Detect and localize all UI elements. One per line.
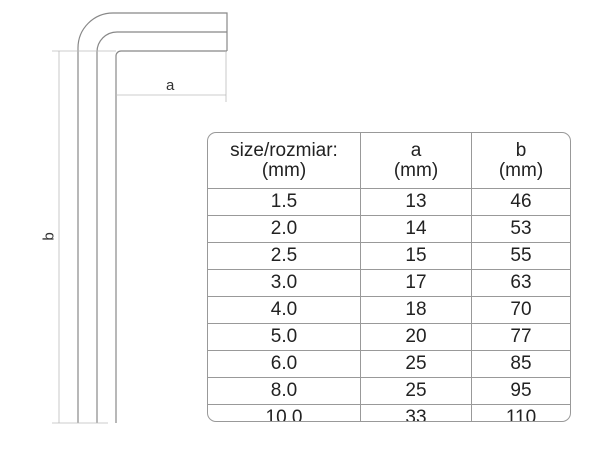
table-row: 2.5 15 55 [208,242,570,270]
cell-a: 20 [360,323,472,351]
cell-size: 2.5 [208,242,361,270]
table-row: 2.0 14 53 [208,215,570,243]
header-size: size/rozmiar: (mm) [208,133,361,189]
cell-size: 1.5 [208,188,361,216]
cell-b: 70 [471,296,570,324]
dimension-label-b: b [40,232,58,241]
cell-b: 110 [471,404,570,421]
cell-a: 15 [360,242,472,270]
cell-size: 5.0 [208,323,361,351]
cell-b: 46 [510,191,532,212]
cell-a: 33 [360,404,472,421]
cell-b: 85 [471,350,570,378]
cell-size: 4.0 [208,296,361,324]
cell-b: 77 [471,323,570,351]
size-table: size/rozmiar: (mm) a (mm) b (mm) 1.5 13 46 2.0… [207,132,571,422]
table-row: 6.0 25 85 [208,350,570,378]
header-b: b (mm) [471,133,570,189]
table-row: 8.0 25 95 [208,377,570,405]
cell-a: 17 [360,269,472,297]
cell-a: 18 [360,296,472,324]
cell-size: 10.0 [208,404,361,421]
cell-size: 2.0 [208,215,361,243]
cell-size: 8.0 [208,377,361,405]
table-row: 4.0 18 70 [208,296,570,324]
key-inner-edge [115,50,227,423]
table-row: 10.0 33 110 [208,404,570,421]
key-outer-edge [77,12,228,423]
cell-size: 6.0 [208,350,361,378]
table-header-row: size/rozmiar: (mm) a (mm) b (mm) [208,133,570,189]
cell-b: 55 [471,242,570,270]
cell-a: 14 [360,215,472,243]
cell-a: 25 [360,350,472,378]
header-a: a (mm) [360,133,472,189]
table-row: 3.0 17 63 [208,269,570,297]
cell-b: 53 [471,215,570,243]
table-row: 5.0 20 77 [208,323,570,351]
cell-b: 95 [471,377,570,405]
cell-a: 13 [360,188,472,216]
cell-size: 3.0 [208,269,361,297]
table-row: 1.5 13 46 [208,188,570,216]
cell-b: 63 [471,269,570,297]
cell-a: 25 [360,377,472,405]
dimension-label-a: a [166,77,175,94]
